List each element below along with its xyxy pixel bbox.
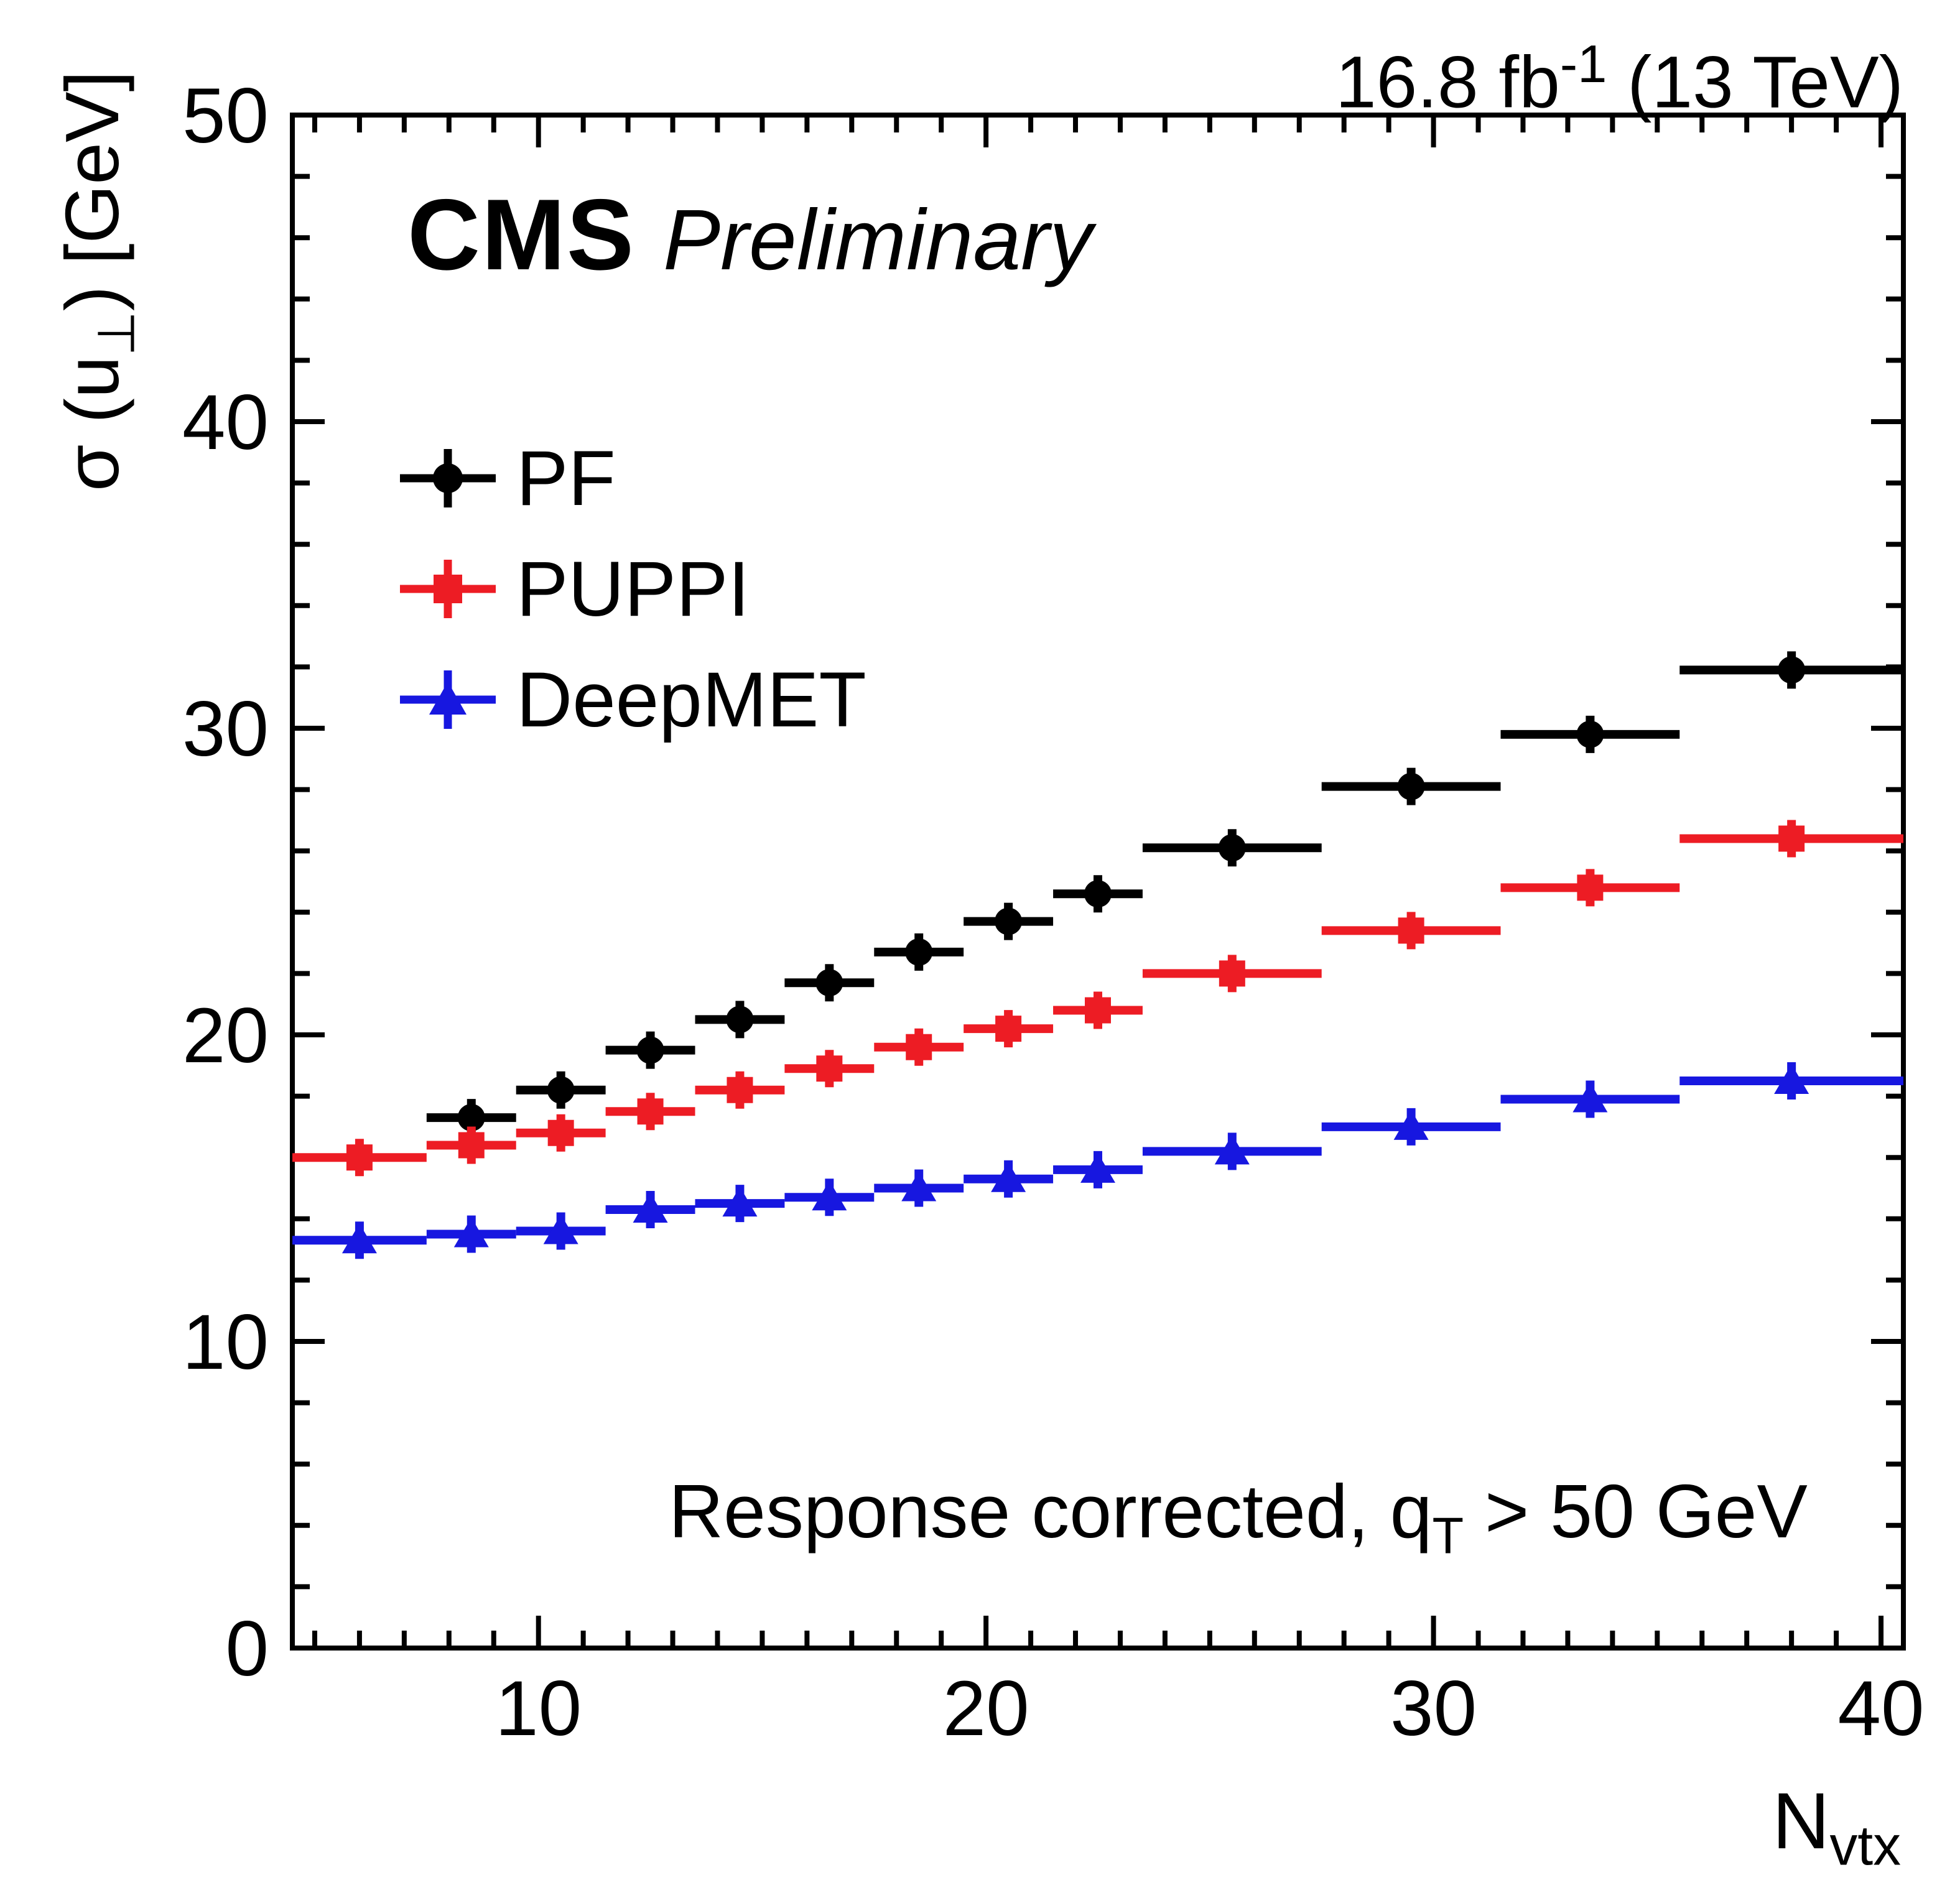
selection-annotation: Response corrected, qT > 50 GeV [669, 1468, 1808, 1565]
lumi-energy: (13 TeV) [1607, 41, 1903, 124]
legend: PF PUPPI DeepMET [395, 423, 866, 755]
x-title-text: N [1772, 1777, 1830, 1866]
puppi-marker-icon [400, 560, 496, 618]
svg-text:10: 10 [495, 1665, 582, 1752]
annotation-subscript: T [1432, 1506, 1464, 1565]
luminosity-label: 16.8 fb-1 (13 TeV) [1335, 34, 1903, 124]
legend-label-deepmet: DeepMET [516, 656, 866, 743]
cms-logo-text: CMS [407, 178, 635, 291]
preliminary-text: Preliminary [663, 192, 1093, 288]
svg-text:20: 20 [182, 993, 269, 1079]
experiment-label: CMS Preliminary [407, 177, 1092, 293]
x-axis-title: Nvtx [1772, 1776, 1901, 1878]
legend-item-pf: PF [395, 423, 866, 534]
legend-label-puppi: PUPPI [516, 545, 750, 632]
lumi-exponent: -1 [1559, 35, 1607, 94]
y-title-units: ) [GeV] [50, 70, 134, 312]
annotation-text: Response corrected, q [669, 1469, 1433, 1554]
legend-item-puppi: PUPPI [395, 534, 866, 644]
svg-text:30: 30 [1390, 1665, 1477, 1752]
svg-text:10: 10 [182, 1299, 269, 1386]
deepmet-marker-icon [400, 670, 496, 729]
legend-label-pf: PF [516, 435, 616, 522]
y-axis-title: σ (u⊥) [GeV] [49, 71, 146, 491]
legend-item-deepmet: DeepMET [395, 644, 866, 755]
y-title-text: σ (u [50, 356, 134, 491]
svg-text:0: 0 [225, 1606, 269, 1692]
x-title-subscript: vtx [1829, 1814, 1902, 1877]
svg-text:40: 40 [182, 379, 269, 466]
svg-text:40: 40 [1838, 1665, 1925, 1752]
svg-text:50: 50 [182, 73, 269, 159]
svg-text:30: 30 [182, 686, 269, 772]
annotation-cut-value: > 50 GeV [1464, 1469, 1808, 1554]
y-title-perp-symbol: ⊥ [87, 311, 146, 356]
pf-marker-icon [400, 449, 496, 507]
lumi-text: 16.8 fb [1335, 41, 1560, 124]
svg-text:20: 20 [943, 1665, 1029, 1752]
